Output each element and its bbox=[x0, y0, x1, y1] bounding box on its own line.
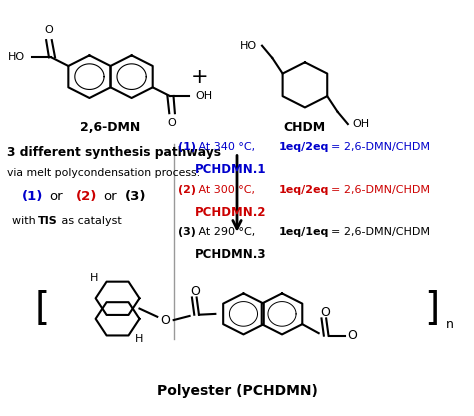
Text: At 300 °C,: At 300 °C, bbox=[195, 185, 258, 195]
Text: OH: OH bbox=[195, 91, 212, 101]
Text: (3): (3) bbox=[178, 227, 196, 237]
Text: O: O bbox=[320, 306, 330, 319]
Text: CHDM: CHDM bbox=[284, 121, 326, 134]
Text: HO: HO bbox=[239, 41, 256, 51]
Text: O: O bbox=[347, 329, 357, 342]
Text: (1): (1) bbox=[178, 142, 196, 152]
Text: 1eq/2eq: 1eq/2eq bbox=[278, 185, 328, 195]
Text: H: H bbox=[135, 334, 143, 344]
Text: PCHDMN.1: PCHDMN.1 bbox=[195, 163, 266, 176]
Text: 1eq/2eq: 1eq/2eq bbox=[278, 142, 328, 152]
Text: = 2,6-DMN/CHDM: = 2,6-DMN/CHDM bbox=[331, 185, 430, 195]
Text: ]: ] bbox=[424, 290, 439, 327]
Text: O: O bbox=[168, 119, 176, 129]
Text: PCHDMN.2: PCHDMN.2 bbox=[195, 206, 266, 218]
Text: with: with bbox=[12, 216, 39, 226]
Text: O: O bbox=[190, 285, 200, 298]
Text: [: [ bbox=[35, 290, 50, 327]
Text: At 290 °C,: At 290 °C, bbox=[195, 227, 259, 237]
Text: 1eq/1eq: 1eq/1eq bbox=[278, 227, 328, 237]
Text: (2): (2) bbox=[75, 190, 97, 203]
Text: Polyester (PCHDMN): Polyester (PCHDMN) bbox=[156, 384, 318, 398]
Text: as catalyst: as catalyst bbox=[58, 216, 122, 226]
Text: PCHDMN.3: PCHDMN.3 bbox=[195, 248, 266, 261]
Text: = 2,6-DMN/CHDM: = 2,6-DMN/CHDM bbox=[331, 142, 430, 152]
Text: = 2,6-DMN/CHDM: = 2,6-DMN/CHDM bbox=[331, 227, 430, 237]
Text: H: H bbox=[90, 273, 98, 283]
Text: (2): (2) bbox=[178, 185, 196, 195]
Text: +: + bbox=[191, 67, 209, 87]
Text: n: n bbox=[446, 319, 453, 332]
Text: or: or bbox=[103, 190, 117, 203]
Text: O: O bbox=[160, 314, 170, 327]
Text: OH: OH bbox=[352, 119, 370, 129]
Text: O: O bbox=[45, 25, 54, 35]
Text: TIS: TIS bbox=[38, 216, 58, 226]
Text: 3 different synthesis pathways: 3 different synthesis pathways bbox=[8, 146, 221, 159]
Text: (3): (3) bbox=[125, 190, 146, 203]
Text: 2,6-DMN: 2,6-DMN bbox=[81, 121, 141, 134]
Text: (1): (1) bbox=[21, 190, 43, 203]
Text: HO: HO bbox=[8, 52, 25, 62]
Text: At 340 °C,: At 340 °C, bbox=[195, 142, 258, 152]
Text: or: or bbox=[50, 190, 63, 203]
Text: via melt polycondensation process:: via melt polycondensation process: bbox=[8, 168, 201, 178]
